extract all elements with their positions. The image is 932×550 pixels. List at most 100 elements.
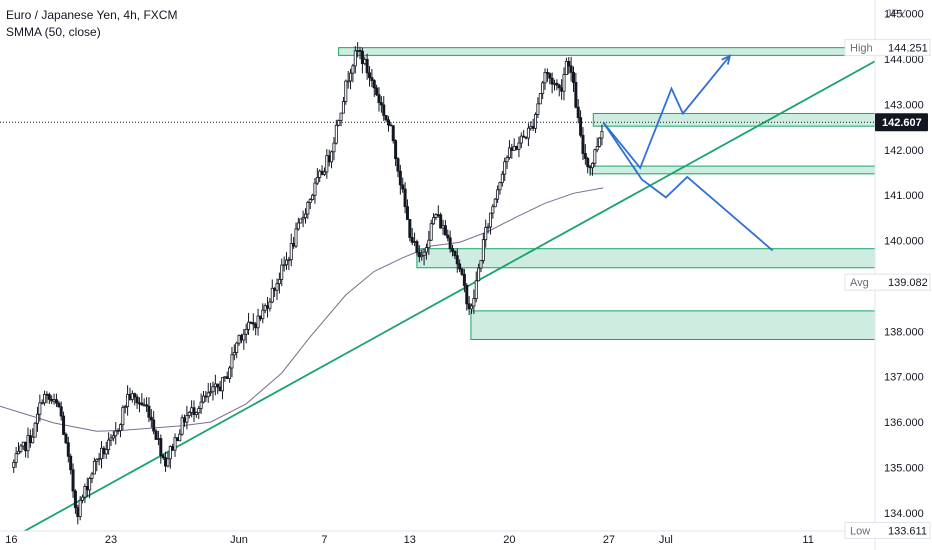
candle-body: [493, 198, 497, 208]
candle-body: [477, 267, 481, 282]
plot-area: [0, 42, 875, 531]
candle-body: [458, 263, 462, 270]
candle: [204, 390, 208, 402]
candle-body: [427, 239, 431, 249]
candle-body: [481, 239, 485, 261]
candle: [481, 233, 485, 264]
candle-body: [192, 407, 196, 415]
candle-body: [531, 125, 535, 129]
candle-body: [524, 136, 528, 139]
candle-body: [541, 82, 545, 94]
candle-body: [403, 188, 407, 208]
candle-body: [465, 285, 469, 305]
candle: [156, 430, 160, 446]
candle: [206, 382, 210, 403]
candle: [408, 219, 412, 242]
candle: [470, 303, 474, 314]
candle-body: [372, 80, 376, 89]
candle: [180, 414, 184, 436]
last-price-value: 142.607: [882, 117, 922, 129]
candle: [581, 127, 585, 161]
high-marker-label: High: [850, 43, 873, 55]
candle-body: [14, 453, 18, 463]
candle: [505, 155, 509, 170]
smma-line: [0, 187, 604, 432]
candle-body: [185, 415, 189, 423]
candle-body: [175, 437, 179, 442]
candle-body: [512, 146, 516, 151]
candle: [498, 181, 502, 195]
candle-body: [12, 462, 16, 468]
candle-body: [500, 173, 504, 184]
candle-body: [235, 342, 239, 353]
candle-body: [351, 65, 355, 74]
candle: [145, 397, 149, 412]
symbol-title[interactable]: Euro / Japanese Yen, 4h, FXCM: [6, 8, 178, 22]
candle-body: [330, 151, 334, 163]
candle-body: [254, 323, 258, 329]
indicator-label[interactable]: SMMA (50, close): [6, 25, 101, 39]
candle: [78, 496, 82, 521]
candle: [574, 72, 578, 109]
candle-body: [239, 335, 243, 341]
candle: [334, 119, 338, 145]
candle-body: [337, 120, 341, 126]
candle: [545, 68, 549, 82]
y-tick-label: 142.000: [884, 145, 924, 157]
candle: [57, 400, 61, 408]
candle: [394, 139, 398, 167]
candle-body: [270, 287, 274, 303]
candle-body: [178, 433, 182, 442]
candle-body: [116, 430, 120, 433]
candle-body: [503, 161, 507, 175]
candle-body: [180, 417, 184, 435]
candle-body: [69, 455, 73, 471]
x-tick-label: 7: [321, 534, 327, 546]
candle-body: [249, 321, 253, 324]
candle: [228, 365, 232, 383]
candle: [560, 79, 564, 100]
candle-body: [344, 80, 348, 102]
candle-body: [258, 315, 262, 320]
candle: [446, 229, 450, 242]
x-tick-label: 27: [603, 534, 615, 546]
candle: [285, 252, 289, 270]
candle-body: [31, 436, 35, 444]
candle-body: [223, 376, 227, 379]
candle-body: [346, 80, 350, 83]
candle: [460, 267, 464, 277]
candle: [522, 130, 526, 138]
candle: [327, 149, 331, 167]
candle-body: [543, 72, 547, 84]
candle: [247, 312, 251, 335]
candle: [171, 443, 175, 452]
candle-body: [441, 225, 445, 229]
candle: [363, 56, 367, 66]
candle-body: [322, 171, 326, 175]
candle: [109, 434, 113, 446]
candle-body: [71, 469, 75, 492]
candle: [349, 68, 353, 90]
candle-body: [273, 287, 277, 291]
candle-body: [66, 442, 70, 457]
candle-body: [598, 137, 602, 147]
x-tick-label: 16: [5, 534, 17, 546]
candle-body: [318, 170, 322, 178]
candle-body: [505, 157, 509, 163]
zone-box: [592, 112, 875, 127]
candle-body: [498, 182, 502, 191]
candle: [140, 393, 144, 406]
candle-body: [251, 322, 255, 325]
candle-body: [581, 134, 585, 154]
candle: [194, 411, 198, 418]
candle: [187, 410, 191, 419]
candle: [420, 250, 424, 261]
y-tick-label: 136.000: [884, 417, 924, 429]
candle-body: [429, 223, 433, 241]
candle-body: [529, 125, 533, 129]
y-tick-label: 134.000: [884, 508, 924, 520]
candle: [28, 429, 32, 448]
y-tick-label: 145.000: [884, 9, 924, 21]
